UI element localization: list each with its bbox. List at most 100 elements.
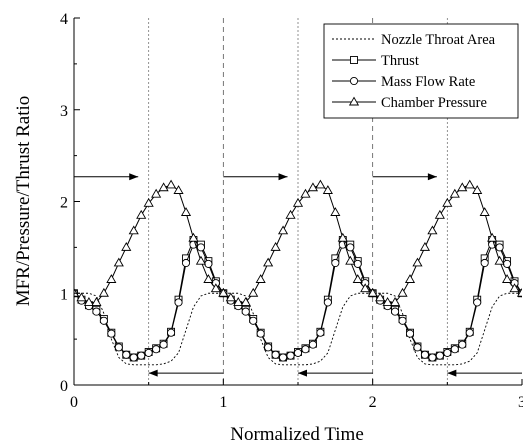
triangle-marker [404,274,416,283]
series-nozzle-throat-area [74,292,522,366]
arrow-head [129,173,139,181]
x-tick-label: 2 [369,394,377,411]
circle-marker [249,316,258,325]
triangle-marker [128,225,139,235]
triangle-marker [195,255,207,265]
circle-marker [391,307,400,316]
circle-marker [349,76,359,86]
triangle-marker [501,274,513,283]
circle-marker [152,345,161,354]
circle-marker [174,298,183,307]
circle-marker [129,353,138,362]
circle-marker [114,343,123,352]
circle-marker [137,351,146,360]
series-thrust [74,236,522,362]
triangle-marker [143,197,154,207]
triangle-marker [210,283,221,293]
triangle-marker [389,297,401,306]
y-tick-label: 4 [60,11,68,28]
circle-marker [279,353,288,362]
circle-marker [159,340,168,349]
square-marker [350,56,358,64]
triangle-marker [367,287,378,297]
arrow-head [148,369,158,377]
circle-marker [405,329,415,338]
triangle-marker [255,274,266,283]
triangle-marker [121,241,132,251]
triangle-marker [487,232,498,242]
triangle-marker [315,179,326,189]
circle-marker [293,348,303,357]
circle-marker [122,350,131,359]
triangle-marker [106,274,117,283]
triangle-marker [188,232,199,242]
y-tick-label: 0 [60,378,68,395]
triangle-marker [98,287,109,297]
circle-marker [443,348,452,357]
circle-marker [181,258,191,268]
triangle-marker [76,292,87,302]
arrow-left-6 [447,369,522,377]
circle-marker [331,258,340,268]
circle-marker [144,348,153,357]
triangle-marker [285,209,296,219]
arrow-left-5 [298,369,373,377]
triangle-marker [457,182,468,192]
legend-entry-mass-flow-rate: Mass Flow Rate [332,74,475,90]
triangle-marker [352,274,363,283]
triangle-marker [375,292,386,302]
circle-marker [323,298,332,307]
circle-marker [450,345,459,354]
circle-marker [99,316,108,325]
circle-marker [256,329,265,338]
arrow-right-1 [74,173,139,181]
circle-marker [308,340,317,349]
circle-marker [413,343,422,352]
legend-label-chamber-pressure: Chamber Pressure [381,95,487,111]
circle-marker [420,350,429,359]
circle-marker [107,329,116,338]
triangle-marker [203,274,214,283]
circle-marker [196,243,205,252]
triangle-marker [322,185,333,194]
legend-entry-thrust: Thrust [332,53,419,69]
circle-marker [271,350,280,359]
triangle-marker [419,241,431,251]
triangle-marker [472,185,483,194]
x-axis-label: Normalized Time [230,424,364,445]
series-line-mass-flow-rate [74,243,522,359]
circle-marker [264,343,273,352]
triangle-marker [307,182,319,192]
series-mass-flow-rate [74,240,522,362]
triangle-marker [263,257,274,267]
triangle-marker [292,197,304,207]
circle-marker [353,259,362,268]
triangle-marker [330,207,341,216]
triangle-marker [300,188,311,198]
circle-marker [346,243,355,252]
legend-label-nozzle-throat-area: Nozzle Throat Area [381,32,496,48]
legend-label-thrust: Thrust [381,53,419,69]
triangle-marker [233,297,244,306]
circle-marker [465,328,474,337]
circle-marker [204,259,213,268]
arrow-head [427,173,437,181]
triangle-marker [173,185,184,194]
arrow-right-2 [223,173,288,181]
circle-marker [435,351,444,360]
x-tick-label: 1 [219,394,227,411]
triangle-marker [136,209,147,219]
circle-marker [495,243,504,252]
circle-marker [316,328,325,337]
series-line-nozzle-throat-area [74,292,522,366]
triangle-marker [158,182,169,192]
triangle-marker [165,179,177,189]
circle-marker [286,351,295,360]
triangle-marker [494,255,505,265]
arrow-left-4 [148,369,224,377]
triangle-marker [83,297,95,306]
triangle-marker [516,287,522,297]
triangle-marker [348,96,360,106]
triangle-marker [218,287,229,297]
triangle-marker [225,292,236,302]
